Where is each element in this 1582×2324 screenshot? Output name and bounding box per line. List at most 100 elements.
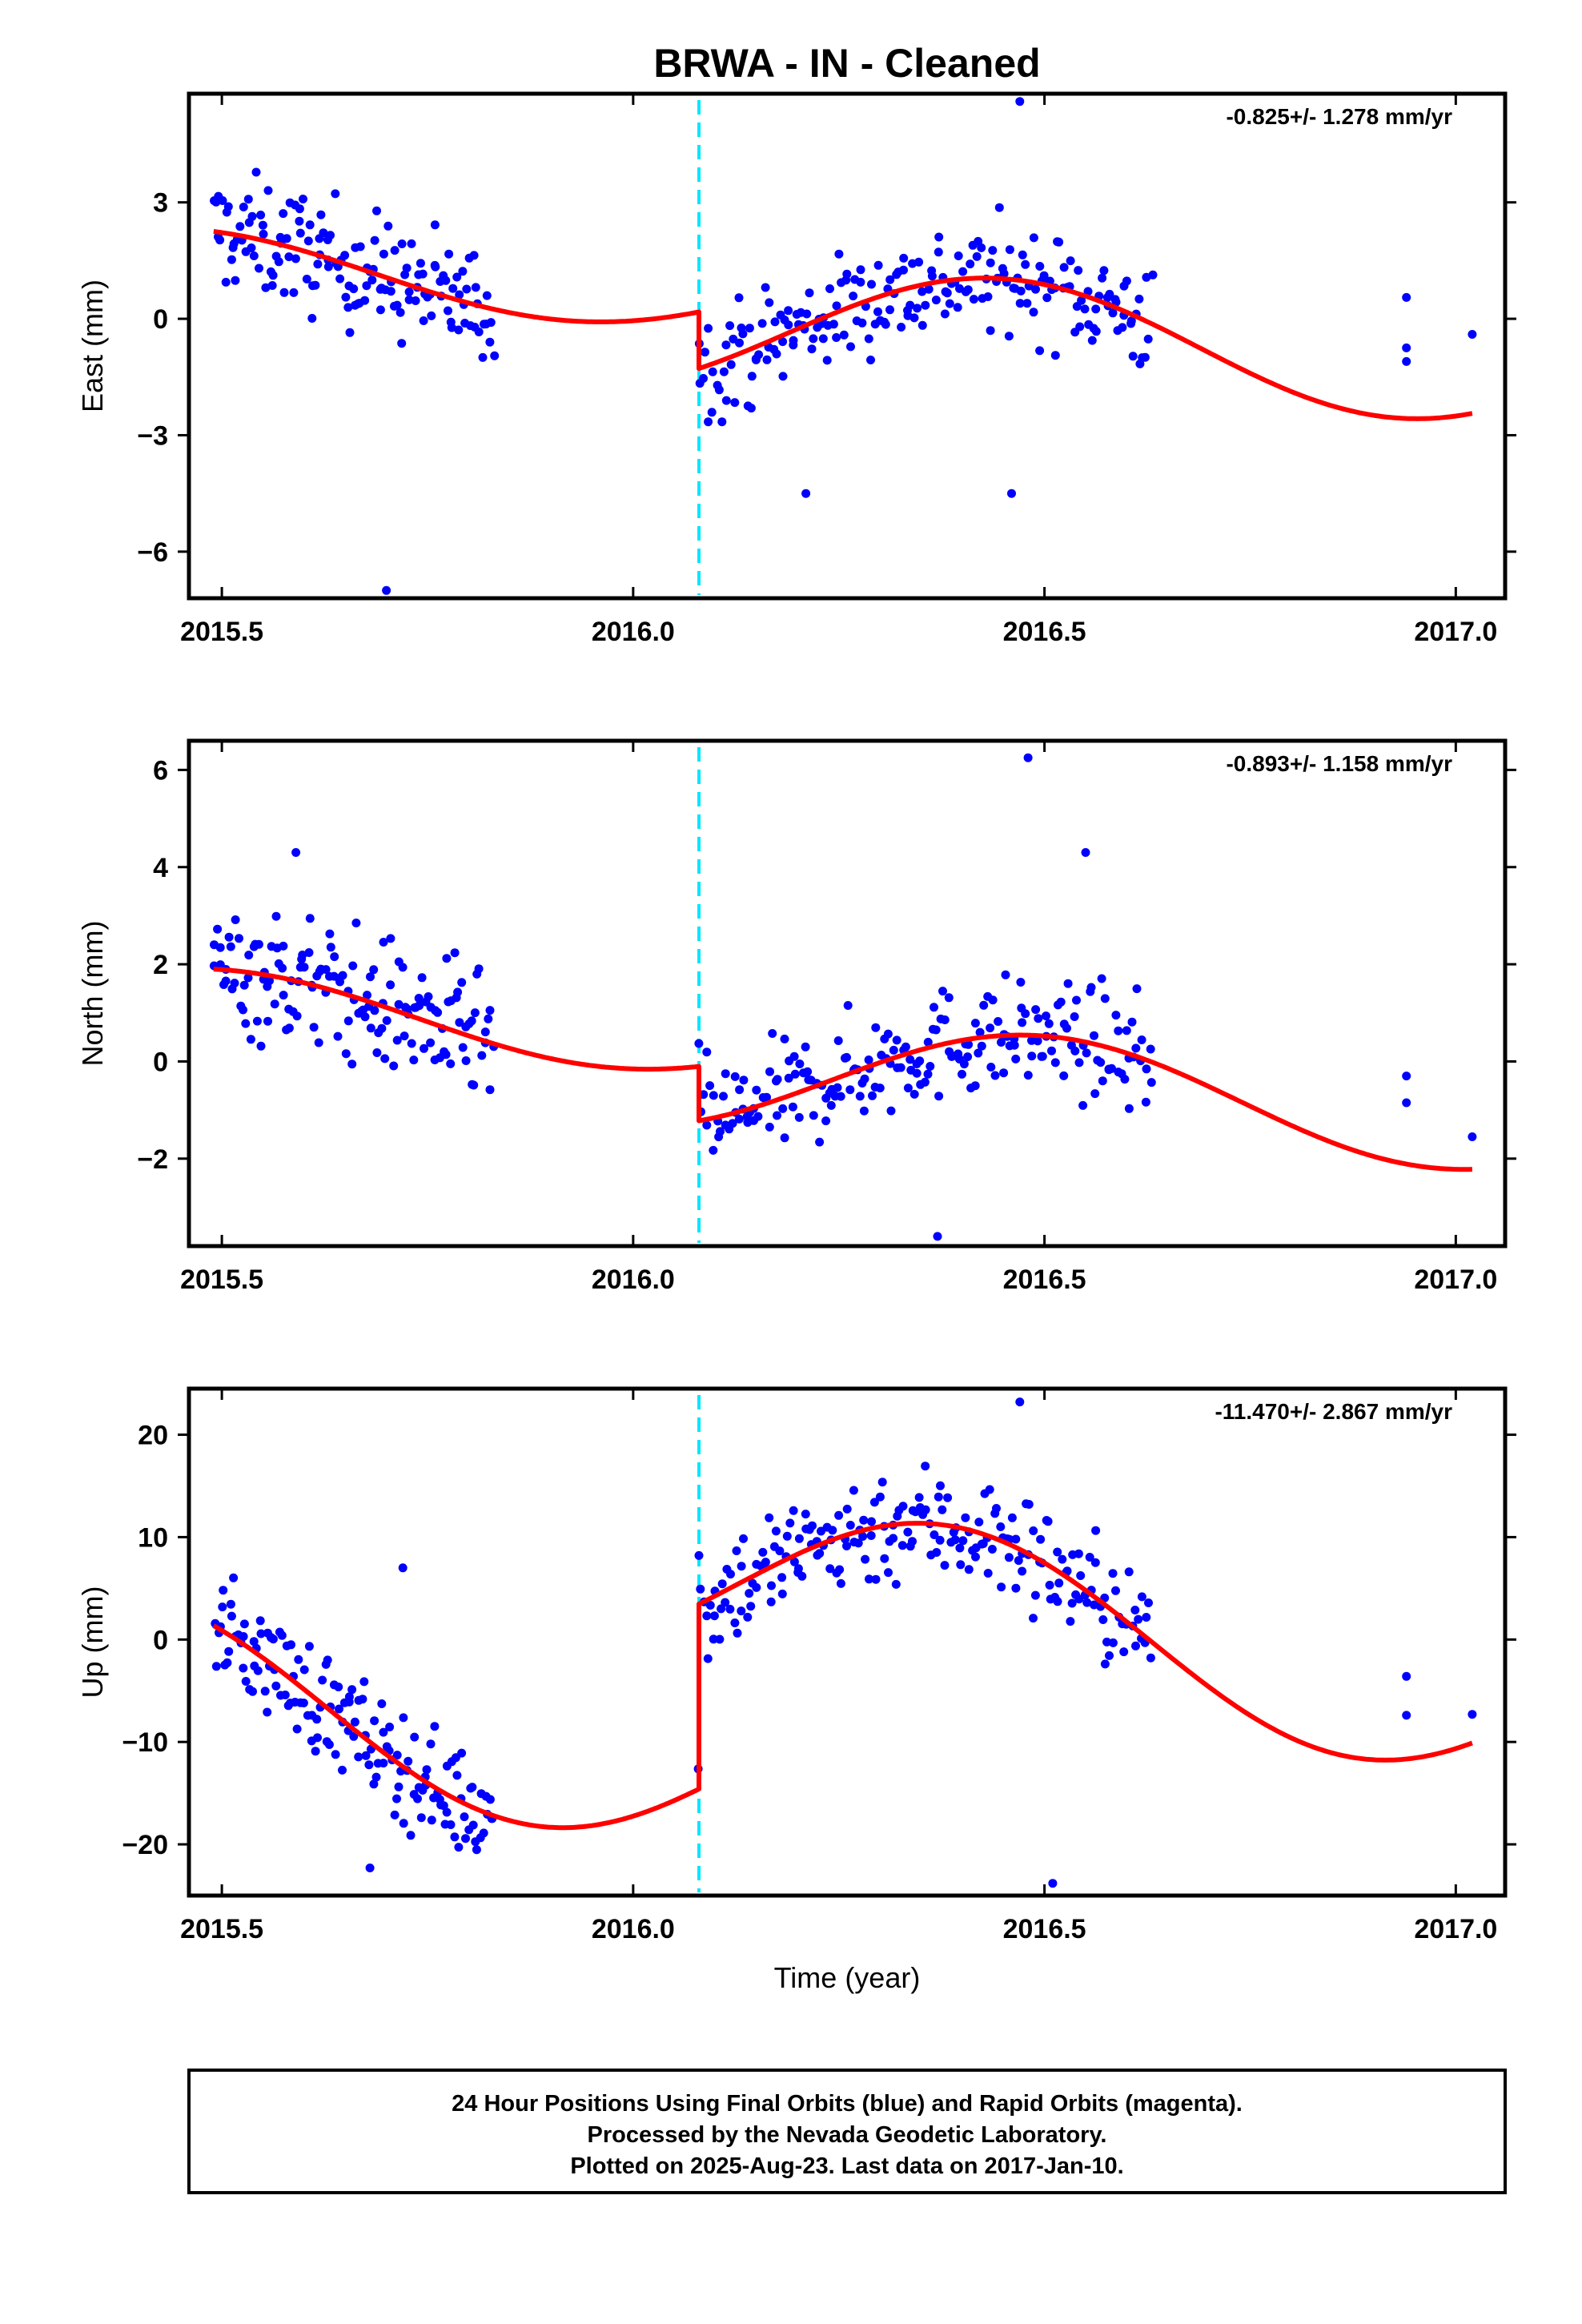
north-data-point <box>1122 1026 1131 1035</box>
up-data-point <box>996 1522 1006 1531</box>
up-data-point <box>730 1618 740 1627</box>
east-data-point <box>699 374 708 383</box>
north-data-point <box>926 1062 935 1071</box>
up-data-point <box>468 1783 477 1792</box>
up-data-point <box>789 1506 798 1515</box>
up-data-point <box>815 1549 825 1558</box>
north-data-point <box>1023 1071 1033 1080</box>
east-data-point <box>802 309 812 319</box>
up-data-point <box>249 1637 259 1647</box>
east-data-point <box>805 288 814 298</box>
north-data-point <box>241 1019 251 1028</box>
east-data-point <box>1018 250 1027 259</box>
north-data-point <box>780 1133 789 1143</box>
east-data-point <box>267 281 277 290</box>
up-data-point <box>1007 1513 1017 1522</box>
north-data-point <box>263 1016 272 1026</box>
up-data-point <box>280 1691 290 1699</box>
east-data-point <box>396 308 405 317</box>
north-data-point <box>1402 1098 1411 1108</box>
up-data-point <box>1468 1710 1477 1719</box>
up-data-point <box>271 1681 281 1691</box>
north-data-point <box>420 1043 428 1053</box>
north-data-point <box>291 848 301 857</box>
north-data-point <box>417 973 427 983</box>
up-data-point <box>1134 1614 1143 1624</box>
up-data-point <box>997 1582 1006 1592</box>
east-data-point <box>1140 352 1150 362</box>
up-data-point <box>404 1756 413 1766</box>
north-data-point <box>221 976 231 986</box>
north-data-point <box>1468 1132 1477 1141</box>
up-panel: 2015.5 2016.0 2016.5 2017.0 20 10 0 −10 −20 Up (m… <box>76 1386 1516 1994</box>
up-data-point <box>1146 1653 1155 1663</box>
east-data-point <box>444 306 452 316</box>
north-data-point <box>784 1073 793 1083</box>
east-data-point <box>355 242 365 251</box>
north-data-point <box>270 999 279 1009</box>
east-data-point <box>1098 273 1107 283</box>
up-data-point <box>223 1658 232 1667</box>
east-data-point <box>994 203 1004 212</box>
north-data-point <box>304 948 314 957</box>
east-data-point <box>1029 233 1038 243</box>
north-data-point <box>400 1031 409 1041</box>
north-data-point <box>958 1069 966 1079</box>
up-data-point <box>468 1820 478 1830</box>
east-data-point <box>917 287 927 296</box>
east-data-point <box>458 267 468 276</box>
north-data-point <box>455 1018 464 1027</box>
east-data-point <box>1099 266 1109 275</box>
up-data-point <box>936 1481 945 1490</box>
north-data-point <box>859 1106 869 1116</box>
up-data-point <box>406 1831 416 1840</box>
up-data-point <box>457 1748 467 1758</box>
north-data-point <box>860 1074 869 1084</box>
up-data-point <box>385 1723 395 1731</box>
up-data-point <box>782 1531 792 1541</box>
up-data-point <box>292 1724 302 1734</box>
east-data-point <box>349 284 359 294</box>
east-data-point <box>958 267 968 276</box>
up-data-point <box>752 1582 761 1592</box>
up-data-point <box>865 1574 873 1584</box>
up-data-point <box>1054 1578 1064 1588</box>
up-data-point <box>1124 1567 1134 1577</box>
north-data-point <box>1142 1064 1151 1074</box>
up-data-point <box>985 1485 994 1494</box>
east-data-point <box>917 320 927 330</box>
north-data-point <box>803 1067 813 1076</box>
east-data-point <box>448 283 458 293</box>
east-data-point <box>801 489 811 498</box>
east-data-point <box>1143 334 1153 344</box>
up-data-point <box>1036 1534 1046 1544</box>
north-data-point <box>224 932 234 942</box>
north-data-point <box>1070 1046 1080 1055</box>
north-data-point <box>889 1045 898 1055</box>
up-data-point <box>732 1546 741 1555</box>
up-data-point <box>869 1498 879 1507</box>
north-data-point <box>1100 994 1110 1003</box>
east-data-point <box>1031 284 1040 294</box>
east-data-point <box>400 270 410 279</box>
east-data-point <box>909 313 919 323</box>
up-data-point <box>312 1715 322 1724</box>
north-data-point <box>461 1056 471 1065</box>
north-data-point <box>909 1089 919 1099</box>
up-data-point <box>318 1675 327 1685</box>
east-data-point <box>370 235 379 245</box>
up-data-point <box>347 1685 357 1695</box>
east-data-point <box>447 323 456 332</box>
up-data-point <box>1074 1549 1083 1558</box>
up-data-point <box>717 1579 727 1589</box>
east-data-point <box>382 585 391 595</box>
north-data-point <box>855 1092 865 1101</box>
east-data-point <box>341 292 351 302</box>
north-data-point <box>975 1027 985 1037</box>
north-data-point <box>864 1055 873 1064</box>
east-y-tick-label: 3 <box>153 188 168 219</box>
up-data-point <box>842 1504 852 1514</box>
up-data-point <box>861 1554 870 1564</box>
east-data-point <box>1091 327 1101 336</box>
east-data-point <box>282 234 291 243</box>
